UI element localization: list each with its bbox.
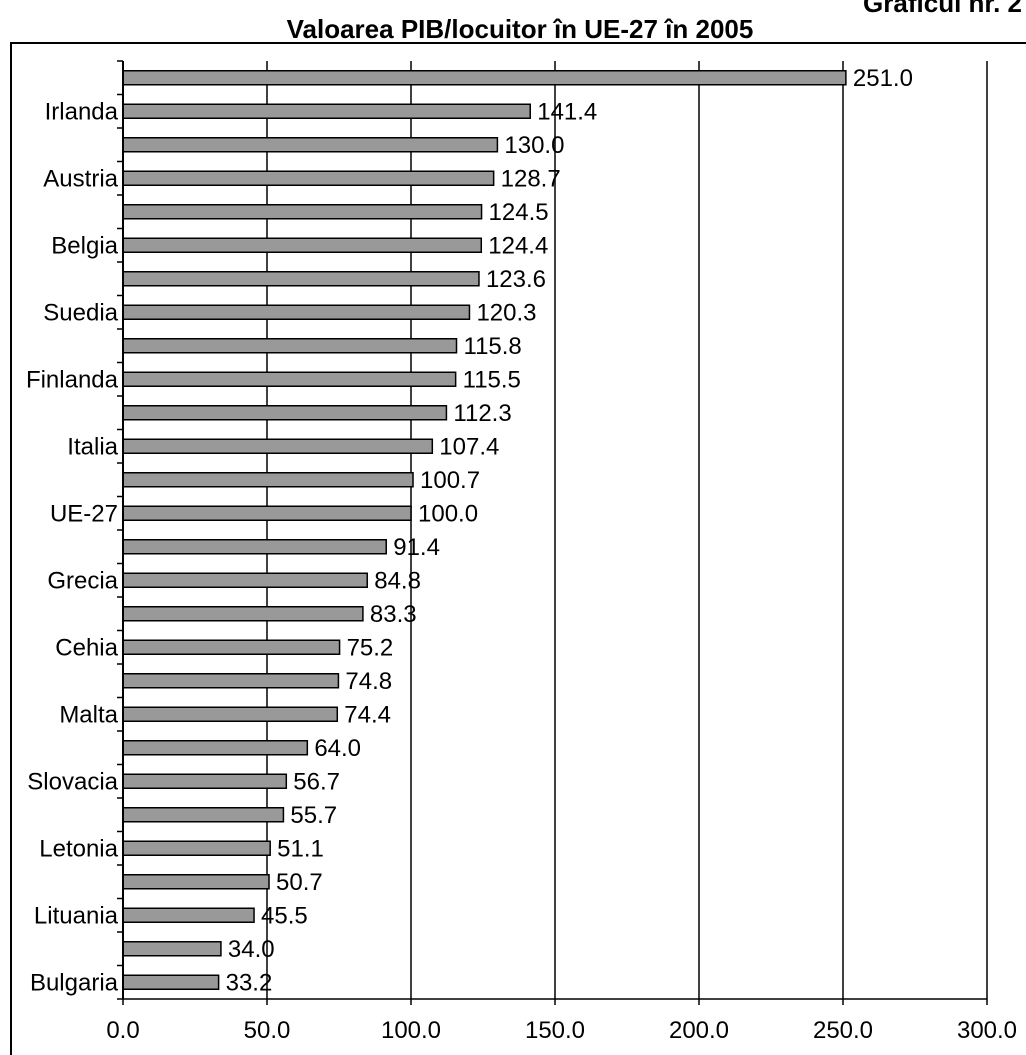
figure-number: Graficul nr. 2	[863, 0, 1022, 18]
data-label-17: 83.3	[370, 601, 417, 628]
bar-1	[122, 70, 847, 86]
bar-11	[122, 405, 448, 421]
category-label-finlanda: Finlanda	[26, 367, 119, 394]
data-label-21: 64.0	[314, 735, 361, 762]
category-label-grecia: Grecia	[47, 568, 118, 595]
bar-15	[122, 539, 387, 555]
data-label-5: 124.5	[489, 199, 549, 226]
bar-5	[122, 204, 483, 220]
data-label-28: 33.2	[226, 970, 273, 997]
data-label-20: 74.4	[344, 702, 391, 729]
data-label-15: 91.4	[393, 534, 440, 561]
data-label-9: 115.8	[464, 333, 522, 360]
category-label-bulgaria: Bulgaria	[30, 970, 119, 997]
data-label-2: 141.4	[537, 99, 597, 126]
bar-23	[122, 807, 285, 823]
data-label-11: 112.3	[453, 400, 511, 427]
chart-frame	[10, 42, 1026, 1055]
data-label-12: 107.4	[439, 434, 499, 461]
data-label-6: 124.4	[488, 233, 548, 260]
bar-3	[122, 137, 499, 153]
bar-20	[122, 706, 339, 722]
data-label-24: 51.1	[277, 836, 324, 863]
bar-14	[122, 505, 412, 521]
bar-12	[122, 438, 434, 454]
data-label-8: 120.3	[476, 300, 536, 327]
chart-title: Valoarea PIB/locuitor în UE-27 în 2005	[286, 14, 754, 44]
category-label-slovacia: Slovacia	[27, 769, 118, 796]
data-label-26: 45.5	[261, 903, 308, 930]
data-label-13: 100.7	[420, 467, 480, 494]
bar-26	[122, 907, 255, 923]
bar-8	[122, 304, 471, 320]
bar-24	[122, 840, 271, 856]
x-tick-label-300.0: 300.0	[957, 1017, 1017, 1044]
data-label-27: 34.0	[228, 936, 275, 963]
x-tick-label-250.0: 250.0	[813, 1017, 873, 1044]
category-label-malta: Malta	[59, 702, 118, 729]
x-tick-label-0.0: 0.0	[106, 1017, 139, 1044]
data-label-10: 115.5	[463, 367, 521, 394]
x-tick-label-50.0: 50.0	[244, 1017, 291, 1044]
data-label-19: 74.8	[345, 668, 392, 695]
data-label-7: 123.6	[486, 266, 546, 293]
bar-16	[122, 572, 368, 588]
bar-17	[122, 606, 364, 622]
category-label-ue-27: UE-27	[50, 501, 118, 528]
bar-25	[122, 874, 270, 890]
bar-13	[122, 472, 414, 488]
bar-27	[122, 941, 222, 957]
bar-10	[122, 371, 457, 387]
category-label-lituania: Lituania	[34, 903, 119, 930]
category-label-belgia: Belgia	[51, 233, 118, 260]
category-label-italia: Italia	[67, 434, 118, 461]
bar-6	[122, 237, 483, 253]
category-label-irlanda: Irlanda	[45, 99, 119, 126]
bar-28	[122, 974, 220, 990]
bar-2	[122, 103, 531, 119]
x-tick-label-100.0: 100.0	[381, 1017, 441, 1044]
bar-9	[122, 338, 458, 354]
category-label-cehia: Cehia	[55, 635, 118, 662]
data-label-22: 56.7	[293, 769, 340, 796]
category-label-letonia: Letonia	[39, 836, 118, 863]
x-tick-label-200.0: 200.0	[669, 1017, 729, 1044]
bar-7	[122, 271, 480, 287]
bar-22	[122, 773, 288, 789]
data-label-18: 75.2	[347, 635, 394, 662]
bar-19	[122, 673, 340, 689]
data-label-4: 128.7	[501, 166, 561, 193]
data-label-16: 84.8	[374, 568, 421, 595]
x-tick-label-150.0: 150.0	[525, 1017, 585, 1044]
data-label-14: 100.0	[418, 501, 478, 528]
category-label-suedia: Suedia	[43, 300, 118, 327]
category-label-austria: Austria	[43, 166, 118, 193]
bar-4	[122, 170, 495, 186]
data-label-23: 55.7	[290, 802, 337, 829]
data-label-3: 130.0	[504, 132, 564, 159]
data-label-25: 50.7	[276, 869, 323, 896]
data-label-1: 251.0	[853, 65, 913, 92]
bar-21	[122, 740, 309, 756]
bar-18	[122, 639, 341, 655]
